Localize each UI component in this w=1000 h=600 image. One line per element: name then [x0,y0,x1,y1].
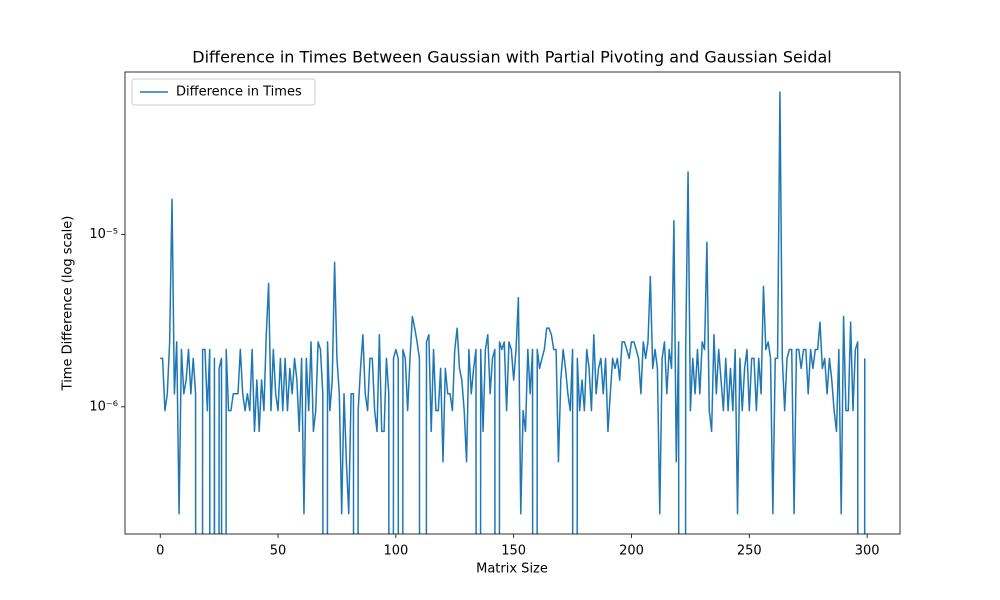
x-tick-label: 50 [270,544,287,559]
x-axis-label: Matrix Size [476,562,548,577]
chart-title: Difference in Times Between Gaussian wit… [192,48,831,67]
legend-box [131,78,316,106]
y-axis-label: Time Difference (log scale) [61,216,76,392]
x-tick-label: 100 [383,544,408,559]
x-tick-label: 0 [156,544,164,559]
y-tick-label: 10⁻⁶ [89,399,118,414]
legend: Difference in Times [131,78,316,106]
x-tick-label: 200 [619,544,644,559]
x-tick-label: 300 [855,544,880,559]
x-tick-label: 150 [501,544,526,559]
axes-frame [124,71,901,535]
legend-label: Difference in Times [176,85,302,100]
y-tick-label: 10⁻⁵ [89,227,118,242]
data-line [160,91,866,534]
plot-area [160,91,866,534]
x-tick-label: 250 [737,544,762,559]
